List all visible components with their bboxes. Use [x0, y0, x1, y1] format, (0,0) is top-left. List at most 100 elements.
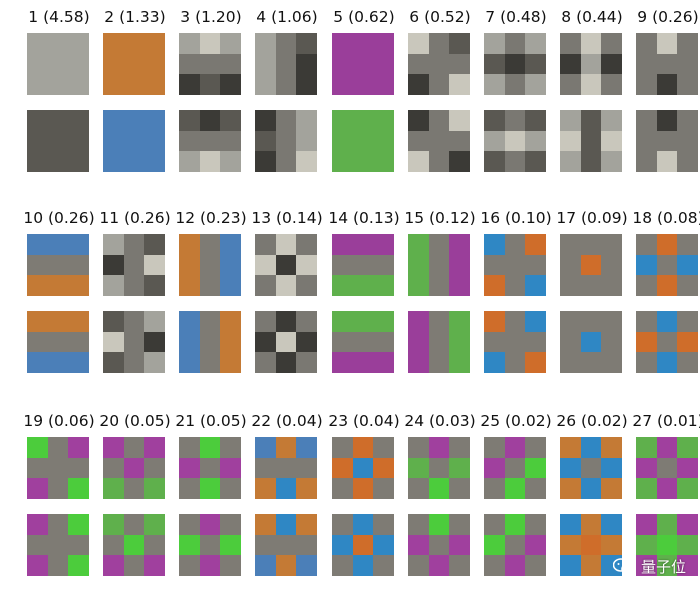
- patch-pixel: [504, 478, 526, 499]
- patch-pixel: [352, 74, 374, 95]
- component-bottom-patch: [484, 110, 546, 172]
- component-top-patch: [255, 437, 317, 499]
- patch-pixel: [255, 234, 276, 255]
- patch-pixel: [199, 33, 221, 54]
- patch-pixel: [275, 151, 297, 172]
- patch-pixel: [275, 437, 297, 458]
- patch-pixel: [179, 130, 200, 152]
- patch-pixel: [296, 437, 317, 458]
- patch-pixel: [408, 514, 429, 535]
- watermark-text: 量子位: [640, 558, 686, 576]
- patch-pixel: [123, 33, 145, 54]
- patch-pixel: [68, 275, 89, 296]
- component-top-patch: [408, 33, 470, 95]
- component-label: 8 (0.44): [561, 8, 623, 26]
- patch-pixel: [296, 74, 317, 95]
- patch-pixel: [332, 234, 353, 255]
- patch-pixel: [449, 130, 470, 152]
- patch-pixel: [103, 352, 124, 373]
- patch-pixel: [123, 275, 145, 296]
- component-top-patch: [103, 33, 165, 95]
- patch-pixel: [103, 151, 124, 172]
- patch-pixel: [179, 352, 200, 373]
- component-top-patch: [179, 33, 241, 95]
- component-label: 13 (0.14): [251, 209, 323, 227]
- patch-pixel: [580, 275, 602, 296]
- component-bottom-patch: [408, 110, 470, 172]
- patch-pixel: [220, 151, 241, 172]
- patch-pixel: [199, 331, 221, 353]
- patch-pixel: [656, 53, 678, 75]
- component-top-patch: [636, 33, 698, 95]
- patch-pixel: [199, 457, 221, 479]
- component-bottom-patch: [484, 311, 546, 373]
- patch-pixel: [428, 514, 450, 535]
- patch-pixel: [27, 275, 48, 296]
- patch-pixel: [352, 437, 374, 458]
- component-label: 15 (0.12): [404, 209, 476, 227]
- patch-pixel: [179, 534, 200, 556]
- patch-pixel: [408, 457, 429, 479]
- patch-pixel: [580, 110, 602, 131]
- patch-pixel: [179, 234, 200, 255]
- patch-pixel: [144, 311, 165, 332]
- component-top-patch: [560, 234, 622, 296]
- patch-pixel: [332, 130, 353, 152]
- patch-pixel: [275, 331, 297, 353]
- component-bottom-patch: [332, 514, 394, 576]
- patch-pixel: [296, 275, 317, 296]
- patch-pixel: [484, 151, 505, 172]
- patch-pixel: [560, 437, 581, 458]
- patch-pixel: [179, 151, 200, 172]
- patch-pixel: [296, 33, 317, 54]
- patch-pixel: [636, 151, 657, 172]
- patch-pixel: [275, 33, 297, 54]
- patch-pixel: [449, 33, 470, 54]
- patch-pixel: [504, 130, 526, 152]
- patch-pixel: [484, 33, 505, 54]
- patch-pixel: [352, 311, 374, 332]
- patch-pixel: [560, 74, 581, 95]
- component-label: 12 (0.23): [175, 209, 247, 227]
- patch-pixel: [199, 151, 221, 172]
- patch-pixel: [504, 53, 526, 75]
- patch-pixel: [373, 514, 394, 535]
- patch-pixel: [525, 478, 546, 499]
- patch-pixel: [179, 74, 200, 95]
- patch-pixel: [332, 437, 353, 458]
- patch-pixel: [484, 437, 505, 458]
- patch-pixel: [677, 275, 698, 296]
- patch-pixel: [275, 534, 297, 556]
- patch-pixel: [428, 352, 450, 373]
- patch-pixel: [220, 275, 241, 296]
- patch-pixel: [504, 437, 526, 458]
- patch-pixel: [449, 151, 470, 172]
- patch-pixel: [352, 130, 374, 152]
- patch-pixel: [504, 457, 526, 479]
- patch-pixel: [408, 110, 429, 131]
- component-label: 4 (1.06): [256, 8, 318, 26]
- patch-pixel: [373, 275, 394, 296]
- component-bottom-patch: [27, 110, 89, 172]
- patch-pixel: [199, 437, 221, 458]
- patch-pixel: [601, 352, 622, 373]
- patch-pixel: [255, 478, 276, 499]
- patch-pixel: [68, 311, 89, 332]
- patch-pixel: [352, 534, 374, 556]
- patch-pixel: [352, 457, 374, 479]
- component-label: 16 (0.10): [480, 209, 552, 227]
- patch-pixel: [677, 534, 698, 556]
- patch-pixel: [408, 53, 429, 75]
- patch-pixel: [275, 234, 297, 255]
- patch-pixel: [484, 478, 505, 499]
- patch-pixel: [656, 311, 678, 332]
- patch-pixel: [408, 352, 429, 373]
- patch-pixel: [408, 311, 429, 332]
- patch-pixel: [144, 130, 165, 152]
- patch-pixel: [408, 555, 429, 576]
- patch-pixel: [255, 311, 276, 332]
- patch-pixel: [677, 234, 698, 255]
- patch-pixel: [408, 151, 429, 172]
- patch-pixel: [504, 110, 526, 131]
- patch-pixel: [123, 151, 145, 172]
